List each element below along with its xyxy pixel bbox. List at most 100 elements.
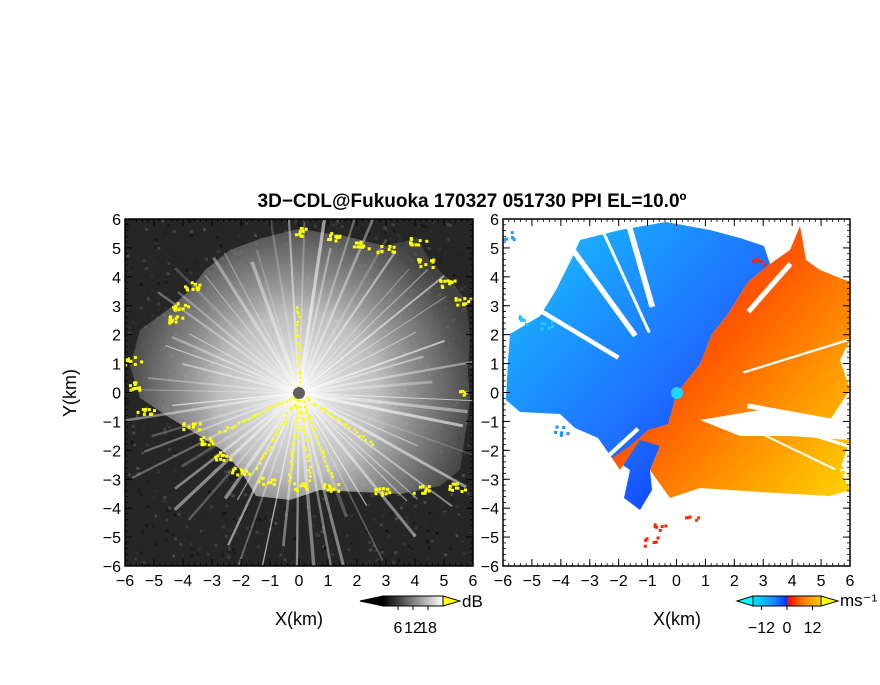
noise-pixel <box>161 219 165 223</box>
snr-highlight-pixel <box>332 415 335 418</box>
noise-pixel <box>350 514 354 518</box>
noise-pixel <box>142 259 146 263</box>
snr-highlight-pixel <box>290 453 294 456</box>
snr-panel: −6 −5 −4 −3 −2 −1 0 1 2 3 4 5 6 −6 −5 −4 −3 −2 −1 0 1 2 3 4 5 6 X… <box>60 212 478 629</box>
snr-highlight-pixel <box>296 412 300 415</box>
velocity-speckle <box>653 523 657 527</box>
noise-pixel <box>226 553 230 557</box>
velocity-speckle <box>560 431 564 435</box>
noise-pixel <box>322 497 326 501</box>
snr-ray <box>298 360 473 395</box>
noise-pixel <box>128 330 132 334</box>
noise-pixel <box>379 523 383 527</box>
snr-ray <box>298 339 445 394</box>
snr-highlight-pixel <box>133 356 137 359</box>
noise-pixel <box>167 526 171 530</box>
noise-pixel <box>397 493 401 496</box>
noise-pixel <box>446 238 450 241</box>
snr-highlight-pixel <box>269 480 273 484</box>
noise-pixel <box>229 492 233 496</box>
velocity-speckle <box>542 322 546 326</box>
noise-pixel <box>135 551 139 555</box>
x-tick-label: −5 <box>523 573 541 590</box>
noise-pixel <box>455 534 459 538</box>
x-tick-label: 0 <box>295 573 304 590</box>
snr-highlight-pixel <box>423 489 427 493</box>
noise-pixel <box>391 223 395 227</box>
velocity-speckle <box>837 286 841 290</box>
snr-highlight-pixel <box>281 423 285 426</box>
noise-pixel <box>465 480 469 484</box>
noise-pixel <box>376 233 380 237</box>
snr-colorbar-arrow-low <box>359 595 384 607</box>
snr-axis-ticks: −6 −5 −4 −3 −2 −1 0 1 2 3 4 5 6 −6 −5 −4 −3 −2 −1 0 1 2 3 4 5 6 <box>103 212 478 590</box>
velocity-speckle <box>566 432 570 436</box>
velocity-speckle <box>653 525 657 529</box>
velocity-speckle <box>550 320 554 324</box>
snr-highlight-pixel <box>198 283 202 287</box>
noise-pixel <box>126 254 130 258</box>
snr-ray <box>223 252 300 394</box>
noise-pixel <box>131 393 134 397</box>
noise-pixel <box>168 502 172 506</box>
x-tick-label: 5 <box>440 573 449 590</box>
noise-pixel <box>151 524 155 528</box>
snr-highlight-pixel <box>133 381 137 385</box>
snr-highlight-pixel <box>268 406 272 409</box>
noise-pixel <box>146 480 150 484</box>
noise-pixel <box>163 431 167 435</box>
snr-highlight-pixel <box>258 412 261 416</box>
snr-highlight-pixel <box>225 454 229 458</box>
snr-highlight-pixel <box>187 425 191 429</box>
noise-pixel <box>387 534 391 538</box>
noise-pixel <box>172 451 176 455</box>
noise-pixel <box>450 493 454 497</box>
snr-highlight-pixel <box>296 335 299 339</box>
snr-highlight-pixel <box>288 473 291 476</box>
snr-highlight-pixel <box>329 486 333 490</box>
snr-highlight-pixel <box>358 434 362 438</box>
noise-pixel <box>353 515 357 519</box>
snr-highlight-pixel <box>307 399 311 402</box>
snr-highlight-pixel <box>298 230 302 234</box>
snr-highlight-pixel <box>295 407 299 410</box>
noise-pixel <box>448 547 452 551</box>
velocity-gap-ray <box>598 224 651 334</box>
noise-pixel <box>417 559 421 563</box>
snr-highlight-pixel <box>329 489 333 493</box>
snr-ray <box>298 392 453 508</box>
snr-ray <box>173 391 301 511</box>
x-tick-label: −1 <box>638 573 656 590</box>
noise-pixel <box>428 229 432 233</box>
snr-highlight-pixel <box>233 467 237 470</box>
noise-pixel <box>367 560 371 564</box>
noise-pixel <box>136 414 139 418</box>
y-tick-label: −2 <box>481 443 499 460</box>
snr-highlight-pixel <box>304 445 307 449</box>
snr-highlight-pixel <box>409 238 413 242</box>
velocity-colorbar-arrow-low <box>735 595 754 607</box>
x-tick-label: −6 <box>494 573 512 590</box>
noise-pixel <box>380 551 384 555</box>
noise-pixel <box>461 474 465 477</box>
snr-highlight-pixel <box>451 482 455 486</box>
noise-pixel <box>417 225 421 229</box>
noise-pixel <box>126 225 130 228</box>
noise-pixel <box>426 540 430 544</box>
snr-highlight-pixel <box>317 442 320 445</box>
snr-highlight-pixel <box>193 422 197 426</box>
y-tick-label: 2 <box>490 328 499 345</box>
velocity-speckle <box>656 536 660 540</box>
snr-highlight-pixel <box>125 363 127 367</box>
noise-pixel <box>325 226 328 230</box>
snr-highlight-pixel <box>380 491 384 495</box>
velocity-gap-ray <box>746 262 793 314</box>
snr-highlight-pixel <box>336 417 340 421</box>
snr-highlight-pixel <box>295 329 299 332</box>
snr-highlight-pixel <box>464 302 468 306</box>
snr-highlight-pixel <box>218 430 221 434</box>
noise-pixel <box>284 512 288 516</box>
snr-highlight-pixel <box>215 458 219 462</box>
noise-pixel <box>468 256 472 260</box>
velocity-speckle <box>562 426 566 430</box>
